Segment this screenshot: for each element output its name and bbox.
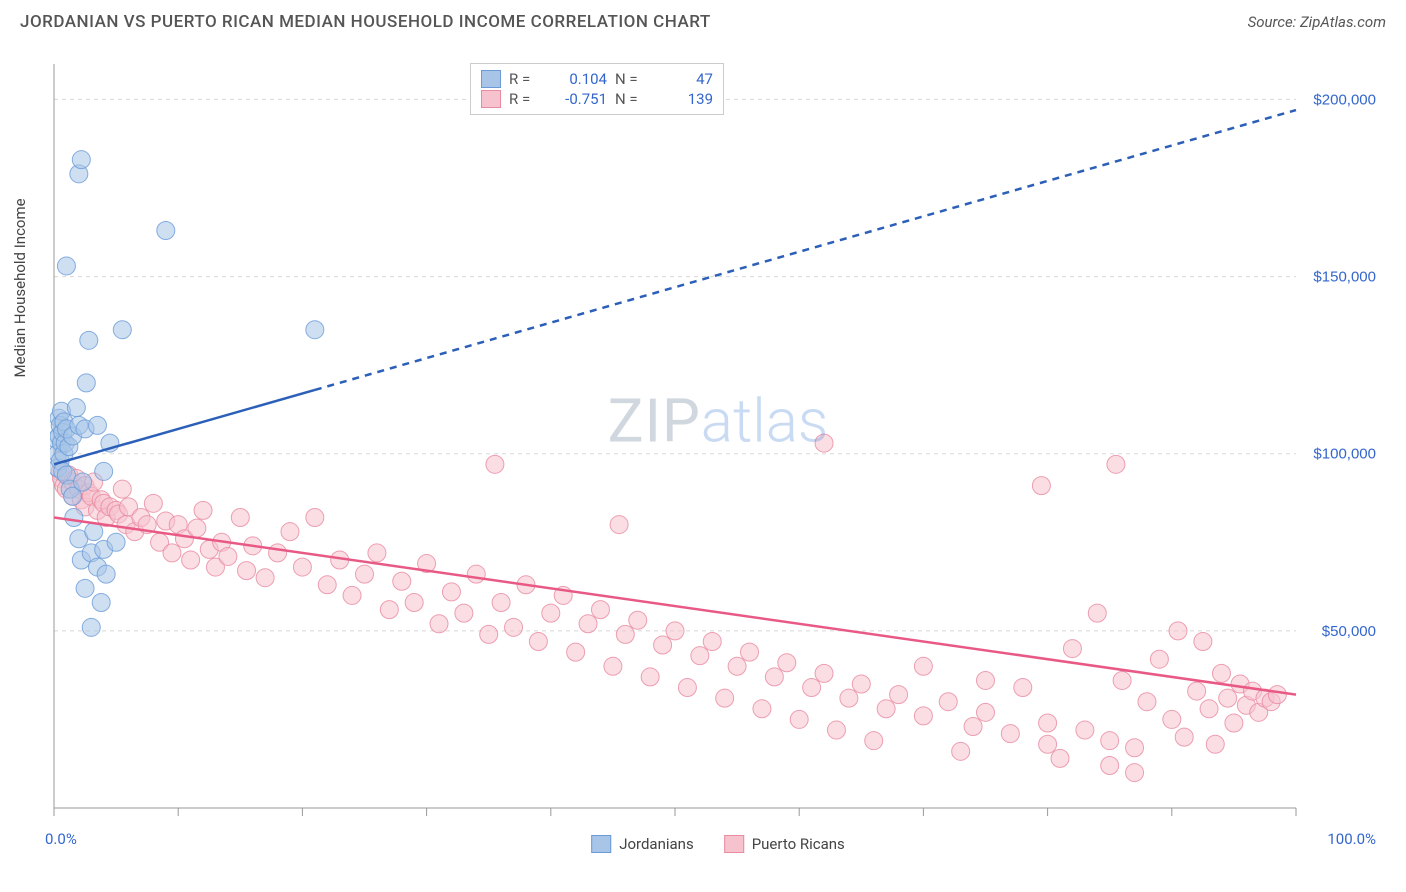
svg-text:$200,000: $200,000 xyxy=(1313,91,1376,108)
r-label: R = xyxy=(509,70,539,88)
n-value: 139 xyxy=(653,90,713,108)
legend-swatch-icon xyxy=(724,835,744,853)
legend-item: Puerto Ricans xyxy=(724,835,845,853)
legend-swatch-icon xyxy=(481,70,501,88)
legend-swatch-icon xyxy=(481,90,501,108)
n-value: 47 xyxy=(653,70,713,88)
legend-stats-row: R = -0.751 N = 139 xyxy=(481,89,713,109)
legend-stats-row: R = 0.104 N = 47 xyxy=(481,69,713,89)
y-axis-label: Median Household Income xyxy=(11,198,29,377)
legend-stats: R = 0.104 N = 47 R = -0.751 N = 139 xyxy=(470,63,724,115)
x-axis-min-label: 0.0% xyxy=(45,830,77,848)
legend-series: Jordanians Puerto Ricans xyxy=(591,835,845,853)
scatter-plot: $50,000 $100,000 $150,000 $200,000 xyxy=(50,58,1386,848)
r-label: R = xyxy=(509,90,539,108)
n-label: N = xyxy=(615,90,645,108)
legend-label: Puerto Ricans xyxy=(752,835,845,853)
chart-title: JORDANIAN VS PUERTO RICAN MEDIAN HOUSEHO… xyxy=(20,12,711,32)
r-value: 0.104 xyxy=(547,70,607,88)
svg-text:$150,000: $150,000 xyxy=(1313,269,1376,286)
legend-label: Jordanians xyxy=(619,835,694,853)
svg-text:$100,000: $100,000 xyxy=(1313,446,1376,463)
chart-area: Median Household Income $50,000$100,000$… xyxy=(50,58,1386,848)
r-value: -0.751 xyxy=(547,90,607,108)
n-label: N = xyxy=(615,70,645,88)
legend-swatch-icon xyxy=(591,835,611,853)
svg-text:$50,000: $50,000 xyxy=(1322,623,1376,640)
x-axis-max-label: 100.0% xyxy=(1327,830,1376,848)
legend-item: Jordanians xyxy=(591,835,694,853)
source-attribution: Source: ZipAtlas.com xyxy=(1248,13,1386,31)
